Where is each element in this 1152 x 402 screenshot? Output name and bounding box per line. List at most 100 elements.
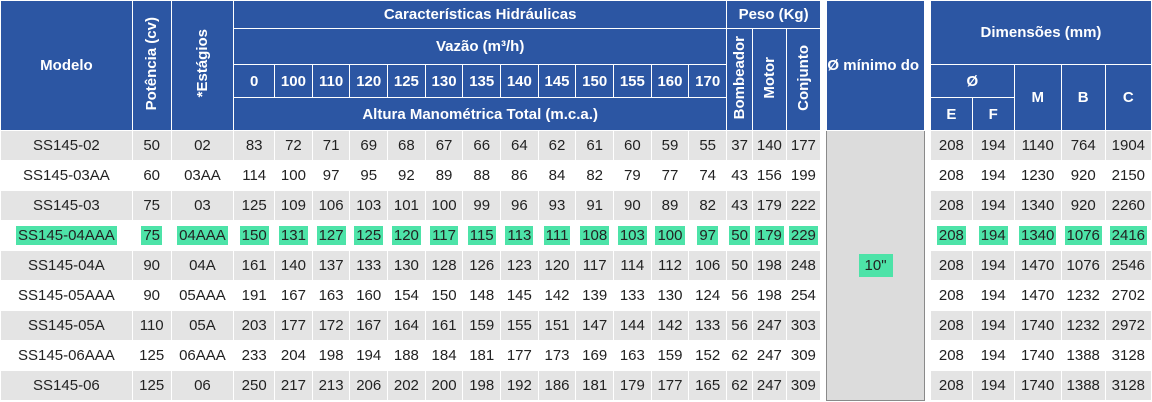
cell-motor-value: 198 bbox=[756, 257, 782, 274]
cell-e: 208 bbox=[929, 160, 973, 191]
cell-modelo-value: SS145-06 bbox=[33, 377, 100, 394]
cell-motor-value: 247 bbox=[756, 377, 782, 394]
cell-altura: 114 bbox=[613, 250, 652, 281]
cell-motor-value: 198 bbox=[756, 287, 782, 304]
cell-b-value: 1232 bbox=[1066, 287, 1100, 304]
cell-m-value: 1740 bbox=[1021, 347, 1055, 364]
cell-altura: 148 bbox=[462, 280, 502, 311]
cell-altura: 89 bbox=[650, 190, 690, 221]
flow-header: 160 bbox=[650, 64, 690, 98]
cell-e: 208 bbox=[929, 280, 973, 311]
cell-altura-value: 181 bbox=[469, 347, 495, 364]
flow-header: 140 bbox=[500, 64, 539, 98]
cell-potencia: 75 bbox=[131, 220, 172, 251]
cell-f: 194 bbox=[971, 160, 1015, 191]
cell-altura: 100 bbox=[424, 190, 464, 221]
cell-altura: 55 bbox=[688, 130, 727, 161]
cell-altura: 137 bbox=[311, 250, 351, 281]
cell-altura: 74 bbox=[688, 160, 727, 191]
cell-potencia-value: 75 bbox=[141, 226, 163, 245]
cell-altura-value: 154 bbox=[393, 287, 419, 304]
cell-altura-value: 74 bbox=[699, 167, 716, 184]
cell-estagios: 04A bbox=[170, 250, 235, 281]
cell-altura: 125 bbox=[349, 220, 389, 251]
flow-header: 170 bbox=[688, 64, 727, 98]
cell-altura-value: 108 bbox=[580, 226, 610, 245]
cell-e: 208 bbox=[929, 310, 973, 341]
cell-b-value: 1232 bbox=[1066, 317, 1100, 334]
flow-header: 120 bbox=[349, 64, 389, 98]
cell-e-value: 208 bbox=[938, 137, 964, 154]
table-row: SS145-06 125 06 250 217 213 206 202 200 198 192 186… bbox=[0, 370, 1152, 401]
column-separator bbox=[924, 130, 931, 401]
cell-m: 1470 bbox=[1013, 250, 1062, 281]
cell-motor-value: 179 bbox=[756, 197, 782, 214]
cell-altura-value: 152 bbox=[695, 347, 721, 364]
column-separator bbox=[820, 160, 827, 191]
cell-altura-value: 100 bbox=[655, 226, 685, 245]
cell-estagios: 06AAA bbox=[170, 340, 235, 371]
cell-conjunto: 254 bbox=[785, 280, 822, 311]
cell-altura: 192 bbox=[500, 370, 539, 401]
cell-conjunto-value: 199 bbox=[790, 167, 816, 184]
cell-estagios: 04AAA bbox=[170, 220, 235, 251]
cell-m-value: 1340 bbox=[1019, 226, 1057, 245]
header-bombeador-label: Bombeador bbox=[731, 35, 749, 120]
cell-motor: 247 bbox=[752, 310, 787, 341]
cell-altura: 120 bbox=[387, 220, 426, 251]
cell-altura: 112 bbox=[650, 250, 690, 281]
cell-altura: 96 bbox=[500, 190, 539, 221]
header-diametro: Ø bbox=[929, 64, 1015, 98]
cell-e: 208 bbox=[929, 370, 973, 401]
cell-altura: 184 bbox=[424, 340, 464, 371]
cell-altura: 99 bbox=[462, 190, 502, 221]
cell-potencia-value: 125 bbox=[139, 347, 165, 364]
cell-bombeador: 62 bbox=[725, 340, 754, 371]
column-separator bbox=[820, 190, 827, 221]
cell-estagios-value: 06 bbox=[194, 377, 211, 394]
cell-m: 1140 bbox=[1013, 130, 1062, 161]
cell-altura: 79 bbox=[613, 160, 652, 191]
cell-estagios: 03AA bbox=[170, 160, 235, 191]
cell-altura-value: 133 bbox=[619, 287, 645, 304]
cell-altura-value: 55 bbox=[699, 137, 716, 154]
cell-modelo-value: SS145-06AAA bbox=[18, 347, 115, 364]
cell-altura-value: 142 bbox=[657, 317, 683, 334]
cell-estagios: 06 bbox=[170, 370, 235, 401]
cell-altura-value: 198 bbox=[318, 347, 344, 364]
cell-altura-value: 250 bbox=[241, 377, 267, 394]
cell-f: 194 bbox=[971, 340, 1015, 371]
cell-altura: 151 bbox=[537, 310, 577, 341]
cell-altura: 204 bbox=[274, 340, 313, 371]
header-conjunto: Conjunto bbox=[785, 28, 822, 131]
cell-conjunto: 177 bbox=[785, 130, 822, 161]
cell-altura: 161 bbox=[424, 310, 464, 341]
cell-b: 1232 bbox=[1060, 310, 1106, 341]
cell-altura-value: 194 bbox=[356, 347, 382, 364]
cell-bombeador-value: 43 bbox=[731, 167, 748, 184]
cell-c: 3128 bbox=[1104, 340, 1152, 371]
cell-modelo: SS145-04AAA bbox=[0, 220, 133, 251]
cell-altura: 62 bbox=[537, 130, 577, 161]
cell-motor-value: 156 bbox=[756, 167, 782, 184]
cell-m-value: 1470 bbox=[1021, 287, 1055, 304]
cell-altura-value: 139 bbox=[582, 287, 608, 304]
cell-altura: 92 bbox=[387, 160, 426, 191]
cell-e-value: 208 bbox=[938, 197, 964, 214]
cell-e-value: 208 bbox=[936, 226, 966, 245]
header-e: E bbox=[929, 97, 973, 131]
cell-f: 194 bbox=[971, 310, 1015, 341]
cell-altura-value: 233 bbox=[241, 347, 267, 364]
cell-motor-value: 140 bbox=[756, 137, 782, 154]
cell-altura-value: 191 bbox=[241, 287, 267, 304]
flow-header: 155 bbox=[613, 64, 652, 98]
cell-altura: 233 bbox=[233, 340, 276, 371]
cell-potencia-value: 50 bbox=[143, 137, 161, 154]
cell-estagios-value: 04AAA bbox=[177, 226, 228, 245]
cell-altura-value: 127 bbox=[316, 226, 346, 245]
table-body: SS145-02 50 02 83 72 71 69 68 67 66 64 62 61 60 59 55 37… bbox=[0, 130, 1152, 401]
cell-c: 2150 bbox=[1104, 160, 1152, 191]
cell-altura-value: 111 bbox=[543, 226, 571, 245]
table-row: SS145-03AA 60 03AA 114 100 97 95 92 89 88 86 84 82 79… bbox=[0, 160, 1152, 191]
cell-altura-value: 113 bbox=[505, 226, 534, 245]
